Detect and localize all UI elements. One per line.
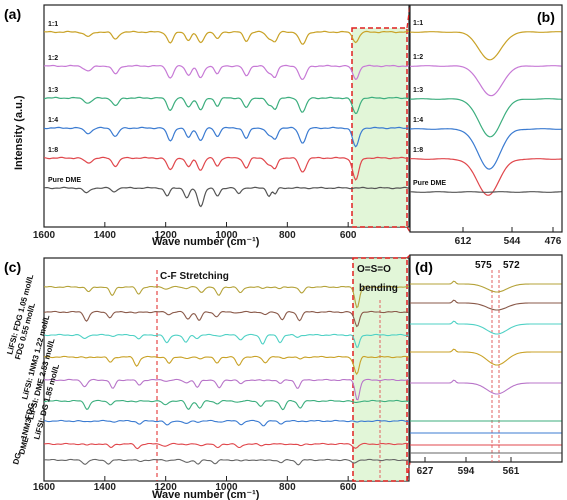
panel-a-highlight-border — [351, 27, 408, 228]
panel-a-tick-label: 800 — [279, 230, 296, 241]
cf-stretching-annotation: C-F Stretching — [160, 271, 229, 282]
panel-d-series-line — [410, 379, 562, 395]
panel-a-series-label: Pure DME — [48, 177, 81, 184]
panel-a-tick-label: 1600 — [33, 230, 56, 241]
panel-a-ticks: 1600 1400 1200 1000 800 600 — [33, 222, 357, 241]
panel-a-series-labels: 1:1 1:2 1:3 1:4 1:8 Pure DME — [48, 21, 81, 184]
panel-b-series-line — [409, 31, 562, 61]
panel-c-series-line — [44, 442, 410, 450]
panel-a-tick-label: 1000 — [215, 230, 238, 241]
panel-d-ticks: 627 594 561 — [417, 457, 520, 477]
panel-b-frame — [409, 4, 563, 233]
panel-a-tick-label: 1200 — [155, 230, 178, 241]
panel-c-series-label: DG — [11, 452, 23, 466]
panel-d-tick-label: 627 — [417, 466, 434, 477]
panel-c-series-line — [43, 285, 409, 309]
panel-a-xlabel: Wave number (cm⁻¹) — [152, 236, 260, 248]
panel-c-series-line — [43, 378, 410, 401]
panel-c-tick-label: 800 — [279, 482, 296, 493]
panel-c-tick-label: 1000 — [215, 482, 238, 493]
panel-a-series-line — [43, 186, 410, 208]
panel-b-series-label: Pure DME — [413, 180, 446, 187]
panel-a: 1:1 1:2 1:3 1:4 1:8 Pure DME 1600 1400 1200 1000… — [4, 4, 410, 248]
panel-c-xlabel: Wave number (cm⁻¹) — [152, 489, 260, 500]
panel-b-series-line — [410, 128, 562, 170]
panel-c-tick-label: 1200 — [155, 482, 178, 493]
panel-b-tick-label: 476 — [545, 236, 562, 247]
panel-c-series-line — [43, 355, 410, 376]
panel-a-series-label: 1:4 — [48, 117, 58, 124]
panel-b-series-line — [410, 191, 562, 193]
panel-b: 1:1 1:2 1:3 1:4 1:8 Pure DME 612 544 476 (b) — [409, 4, 563, 247]
panel-b-series-labels: 1:1 1:2 1:3 1:4 1:8 Pure DME — [413, 20, 446, 187]
panel-c-label: (c) — [4, 259, 21, 275]
panel-a-series-line — [43, 156, 410, 181]
panel-c-curves — [43, 285, 410, 466]
panel-d-tick-label: 594 — [458, 466, 475, 477]
panel-c-series-line — [43, 458, 410, 466]
panel-c-series-line — [43, 310, 410, 328]
panel-b-series-label: 1:4 — [413, 117, 423, 124]
panel-a-series-line — [43, 30, 409, 45]
panel-a-series-line — [43, 64, 410, 81]
oso-annotation-line1: O=S=O — [357, 264, 391, 275]
peak-572-label: 572 — [503, 260, 520, 271]
panel-c-ticks: 1600 1400 1200 1000 800 600 — [33, 476, 357, 493]
panel-a-tick-label: 1400 — [94, 230, 117, 241]
panel-b-label: (b) — [537, 9, 555, 25]
panel-b-series-label: 1:3 — [413, 87, 423, 94]
panel-b-ticks: 612 544 476 — [455, 227, 562, 247]
panel-c-series-line — [44, 399, 410, 411]
panel-b-tick-label: 544 — [504, 236, 521, 247]
panel-a-series-label: 1:2 — [48, 55, 58, 62]
panel-a-series-line — [43, 126, 410, 148]
panel-a-tick-label: 600 — [340, 230, 357, 241]
panel-c-tick-label: 1400 — [94, 482, 117, 493]
zoom-connector-c-bottom — [406, 461, 411, 482]
panel-d: 627 594 561 (d) 575 572 — [409, 254, 563, 477]
panel-d-label: (d) — [415, 259, 433, 275]
panel-b-series-line — [410, 158, 562, 196]
panel-d-frame — [409, 254, 563, 463]
panel-a-series-label: 1:1 — [48, 21, 58, 28]
panel-b-tick-label: 612 — [455, 236, 472, 247]
panel-a-series-label: 1:3 — [48, 87, 58, 94]
panel-c-series-line — [43, 419, 410, 427]
panel-c-series-label: FDG — [23, 402, 36, 421]
panel-a-ylabel: Intensity (a.u.) — [13, 95, 25, 170]
panel-d-series-line — [410, 299, 562, 311]
peak-575-label: 575 — [475, 260, 492, 271]
panel-d-curves — [410, 280, 562, 454]
oso-annotation-line2: bending — [359, 283, 398, 294]
panel-b-series-label: 1:8 — [413, 147, 423, 154]
panel-a-series-line — [43, 96, 409, 115]
panel-d-series-line — [410, 348, 562, 366]
panel-a-curves — [43, 30, 410, 208]
panel-d-series-line — [410, 280, 562, 293]
panel-b-series-line — [410, 65, 562, 97]
panel-b-series-line — [409, 98, 562, 138]
panel-c: 1600 1400 1200 1000 800 600 (c) C-F Stretchin… — [4, 257, 410, 500]
panel-a-label: (a) — [4, 6, 21, 22]
panel-b-series-label: 1:2 — [413, 54, 423, 61]
panel-c-tick-label: 600 — [340, 482, 357, 493]
panel-a-series-label: 1:8 — [48, 147, 58, 154]
panel-b-curves — [409, 31, 562, 196]
panel-d-tick-label: 561 — [503, 466, 520, 477]
panel-b-series-label: 1:1 — [413, 20, 423, 27]
panel-c-series-line — [43, 333, 410, 348]
panel-c-tick-label: 1600 — [33, 482, 56, 493]
panel-d-series-line — [410, 320, 562, 335]
